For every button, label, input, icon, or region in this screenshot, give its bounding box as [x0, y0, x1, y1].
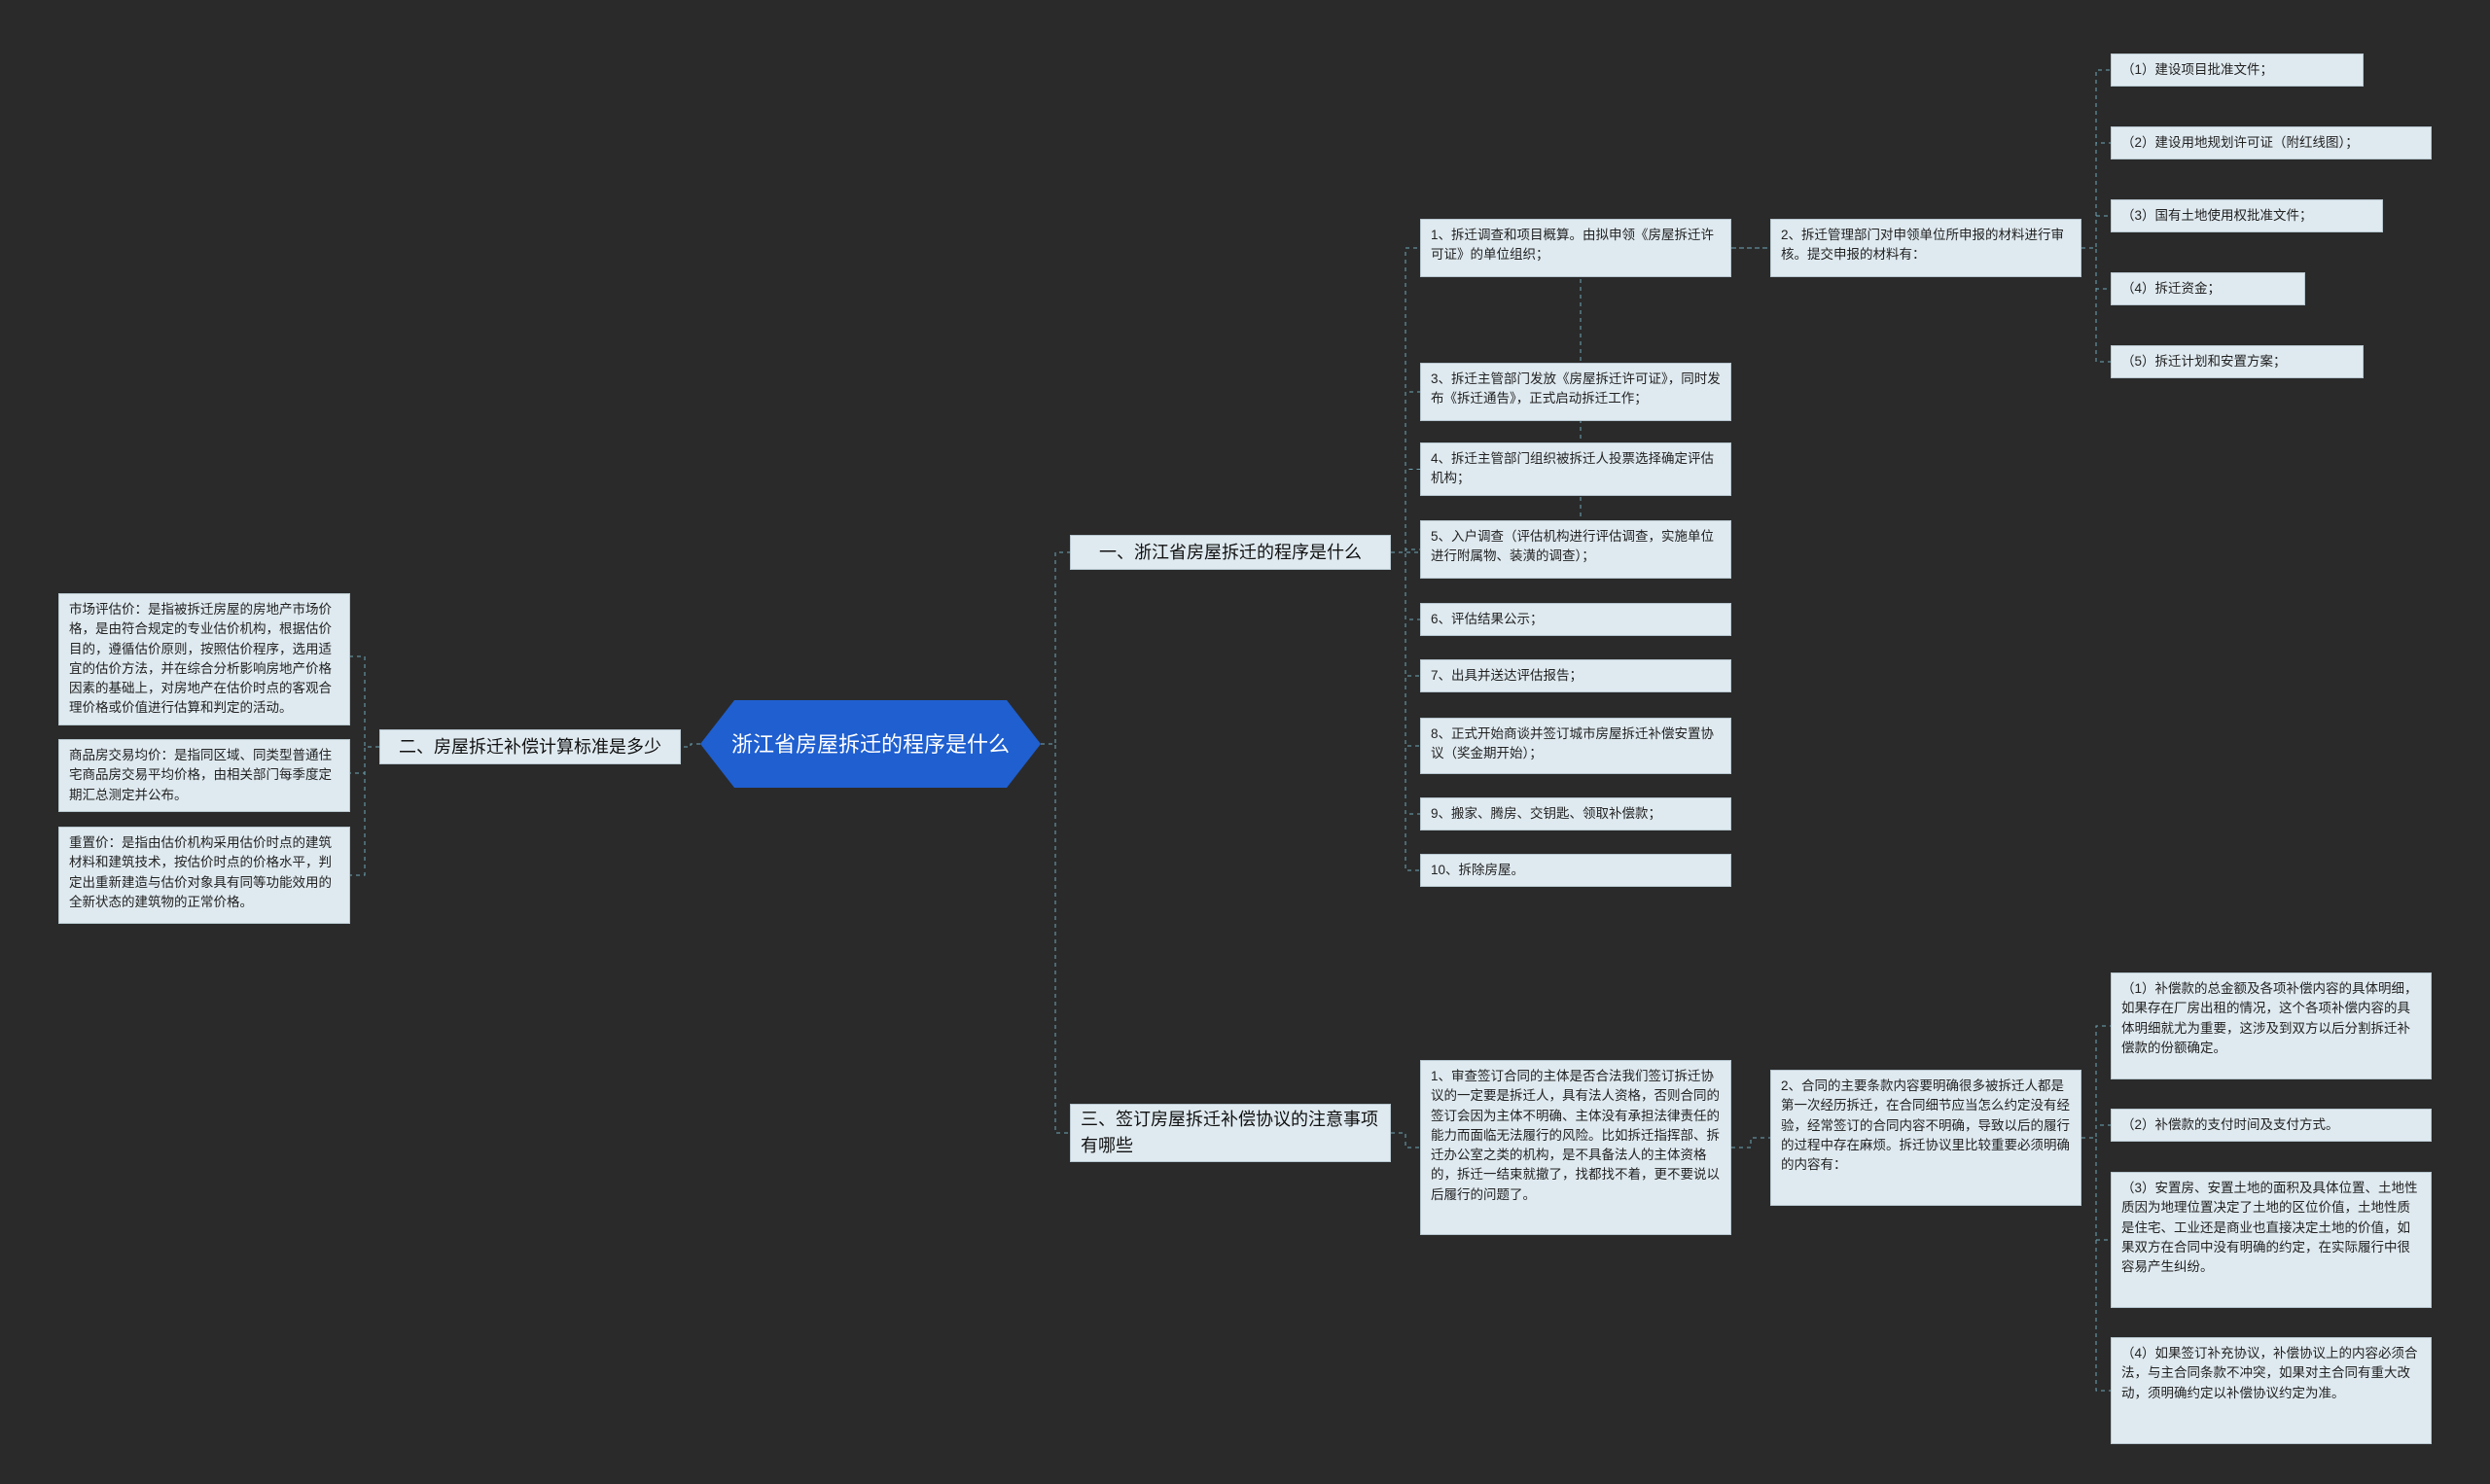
rightA-sub-1: （2）建设用地规划许可证（附红线图）；: [2111, 126, 2432, 159]
branch-right-a: 一、浙江省房屋拆迁的程序是什么: [1070, 535, 1391, 570]
root-text: 浙江省房屋拆迁的程序是什么: [731, 728, 1010, 760]
rightA-leaf-6: 7、出具并送达评估报告；: [1420, 659, 1731, 692]
rightA-leaf-9: 10、拆除房屋。: [1420, 854, 1731, 887]
left-leaf-1: 商品房交易均价：是指同区域、同类型普通住宅商品房交易平均价格，由相关部门每季度定…: [58, 739, 350, 812]
rightA-sub-0: （1）建设项目批准文件；: [2111, 53, 2364, 87]
rightA-sub-4: （5）拆迁计划和安置方案；: [2111, 345, 2364, 378]
branch-left-text: 二、房屋拆迁补偿计算标准是多少: [399, 734, 661, 760]
rightA-leaf-7: 8、正式开始商谈并签订城市房屋拆迁补偿安置协议（奖金期开始）；: [1420, 718, 1731, 774]
rightB-leaf-0: 1、审查签订合同的主体是否合法我们签订拆迁协议的一定要是拆迁人，具有法人资格，否…: [1420, 1060, 1731, 1235]
rightA-leaf-4: 5、入户调查（评估机构进行评估调查，实施单位进行附属物、装潢的调查）；: [1420, 520, 1731, 579]
rightB-sub-3: （4）如果签订补充协议，补偿协议上的内容必须合法，与主合同条款不冲突，如果对主合…: [2111, 1337, 2432, 1444]
rightB-sub-0: （1）补偿款的总金额及各项补偿内容的具体明细，如果存在厂房出租的情况，这个各项补…: [2111, 972, 2432, 1079]
rightA-leaf-0: 1、拆迁调查和项目概算。由拟申领《房屋拆迁许可证》的单位组织；: [1420, 219, 1731, 277]
rightA-leaf-2: 3、拆迁主管部门发放《房屋拆迁许可证》，同时发布《拆迁通告》，正式启动拆迁工作；: [1420, 363, 1731, 421]
rightA-sub-3: （4）拆迁资金；: [2111, 272, 2305, 305]
branch-right-b-text: 三、签订房屋拆迁补偿协议的注意事项有哪些: [1081, 1107, 1380, 1159]
rightB-leaf-1: 2、合同的主要条款内容要明确很多被拆迁人都是第一次经历拆迁，在合同细节应当怎么约…: [1770, 1070, 2081, 1206]
rightB-sub-2: （3）安置房、安置土地的面积及具体位置、土地性质因为地理位置决定了土地的区位价值…: [2111, 1172, 2432, 1308]
rightA-leaf-1: 2、拆迁管理部门对申领单位所申报的材料进行审核。提交申报的材料有：: [1770, 219, 2081, 277]
rightA-leaf-3: 4、拆迁主管部门组织被拆迁人投票选择确定评估机构；: [1420, 442, 1731, 496]
rightA-sub-2: （3）国有土地使用权批准文件；: [2111, 199, 2383, 232]
branch-right-a-text: 一、浙江省房屋拆迁的程序是什么: [1099, 540, 1362, 566]
left-leaf-0: 市场评估价：是指被拆迁房屋的房地产市场价格，是由符合规定的专业估价机构，根据估价…: [58, 593, 350, 725]
rightA-leaf-5: 6、评估结果公示；: [1420, 603, 1731, 636]
rightB-sub-1: （2）补偿款的支付时间及支付方式。: [2111, 1109, 2432, 1142]
rightA-leaf-8: 9、搬家、腾房、交钥匙、领取补偿款；: [1420, 797, 1731, 830]
branch-right-b: 三、签订房屋拆迁补偿协议的注意事项有哪些: [1070, 1104, 1391, 1162]
root-node: 浙江省房屋拆迁的程序是什么: [700, 700, 1041, 788]
branch-left: 二、房屋拆迁补偿计算标准是多少: [379, 729, 681, 764]
left-leaf-2: 重置价：是指由估价机构采用估价时点的建筑材料和建筑技术，按估价时点的价格水平，判…: [58, 827, 350, 924]
